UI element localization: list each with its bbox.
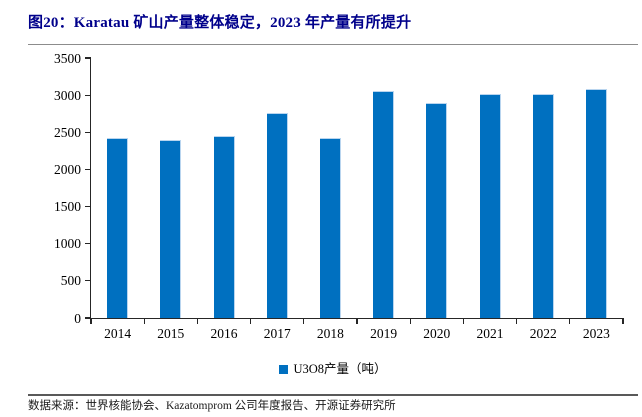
bar-2019 (373, 90, 395, 318)
legend-label: U3O8产量（吨） (293, 362, 387, 376)
y-axis-tick (85, 243, 91, 245)
figure-title: 图20：Karatau 矿山产量整体稳定，2023 年产量有所提升 (28, 15, 412, 31)
x-axis-tick (303, 318, 305, 324)
x-axis-label: 2015 (157, 326, 185, 341)
legend-swatch (279, 365, 289, 374)
y-axis-tick-label: 3500 (54, 50, 81, 66)
y-axis-tick-label: 1000 (54, 236, 81, 252)
bar-2014 (107, 137, 129, 318)
x-axis-label: 2022 (529, 326, 557, 341)
y-axis-tick-label: 500 (60, 273, 81, 289)
x-axis-tick (409, 318, 411, 324)
x-axis-label: 2017 (263, 326, 291, 341)
x-axis-label: 2020 (423, 326, 451, 341)
footer-divider (28, 394, 638, 396)
x-axis-tick (356, 318, 358, 324)
x-axis-tick (143, 318, 145, 324)
y-axis-tick (85, 57, 91, 59)
bar-2021 (479, 93, 501, 318)
x-axis-tick (462, 318, 464, 324)
y-axis-tick (85, 168, 91, 171)
y-axis-tick-label: 2000 (54, 161, 81, 177)
x-axis-tick (90, 318, 92, 324)
x-axis-label: 2014 (104, 326, 132, 341)
x-axis-label: 2021 (476, 326, 504, 341)
title-divider (28, 44, 638, 45)
x-axis-label: 2018 (316, 326, 344, 341)
y-axis-tick (85, 317, 91, 319)
y-axis-tick-label: 1500 (54, 199, 81, 215)
x-axis-tick (250, 318, 252, 324)
y-axis-tick-label: 2500 (54, 124, 81, 140)
data-source: 数据来源：世界核能协会、Kazatomprom 公司年度报告、开源证券研究所 (28, 400, 396, 412)
y-axis-tick-label: 3000 (54, 87, 81, 103)
x-axis-tick (516, 318, 518, 324)
y-axis-tick (85, 280, 91, 282)
bar-2017 (266, 112, 288, 318)
bar-2020 (426, 102, 448, 318)
y-axis-tick (85, 94, 91, 96)
x-axis-label: 2023 (582, 326, 610, 341)
y-axis-tick (85, 205, 91, 208)
bar-2022 (532, 94, 554, 318)
bar-2015 (160, 139, 182, 318)
bar-2016 (213, 136, 235, 318)
x-axis-tick (622, 318, 624, 324)
x-axis-label: 2016 (210, 326, 238, 341)
bar-2018 (319, 138, 341, 318)
bar-2023 (585, 89, 607, 318)
y-axis-tick (85, 131, 91, 133)
bar-chart-plot-area: 0 500 1000 1500 2000 2500 3000 3500 2014 2015 2016… (54, 51, 624, 341)
chart-legend: U3O8产量（吨） (28, 362, 638, 377)
y-axis-tick-label: 0 (74, 310, 81, 326)
x-axis-tick (569, 318, 571, 324)
x-axis-tick (196, 318, 198, 324)
x-axis-label: 2019 (370, 326, 398, 341)
